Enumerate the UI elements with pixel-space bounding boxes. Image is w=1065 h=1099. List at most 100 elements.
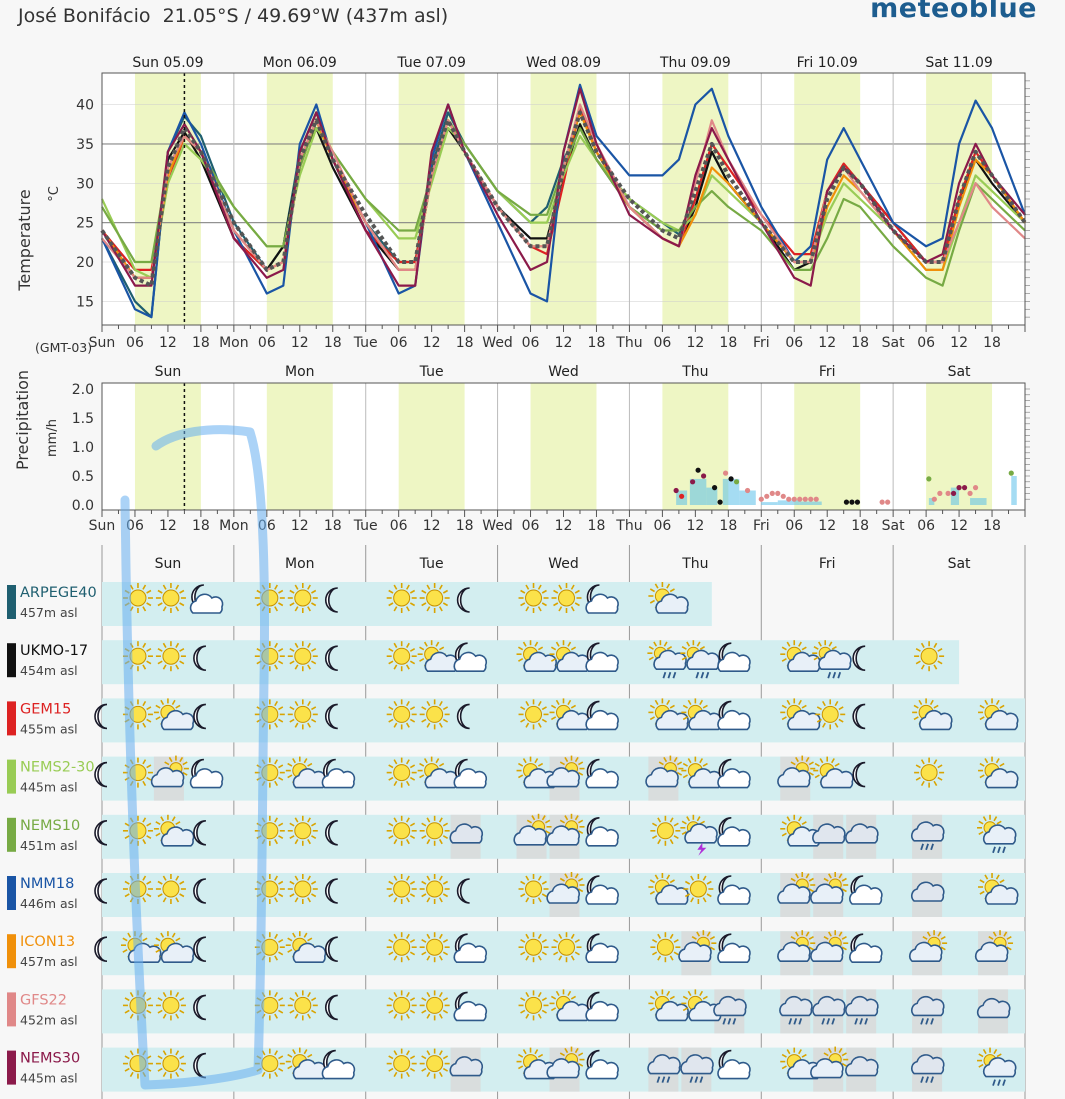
sun-ray [574, 951, 580, 956]
precip-point [937, 490, 943, 496]
sun-ray [274, 875, 279, 881]
moon-shape [324, 587, 338, 613]
weather-icon [678, 930, 717, 962]
sun-ray [831, 758, 835, 764]
sun-ray [801, 704, 807, 709]
sun-ray [550, 704, 557, 709]
sun-ray [175, 1050, 180, 1056]
sun-ray [405, 1013, 410, 1019]
sun-ray [808, 877, 814, 882]
sun-ray [393, 955, 398, 961]
cloud-shape [321, 1059, 356, 1080]
weather-icon [287, 699, 318, 730]
sun-ray [578, 888, 584, 893]
sun-ray [570, 584, 575, 590]
sun-ray [311, 1009, 317, 1014]
weather-icon [324, 878, 338, 904]
sun-ray [426, 722, 431, 728]
sun-disc [393, 938, 411, 956]
sun-ray [920, 642, 925, 648]
sun-ray [426, 1013, 431, 1019]
x-hour-label: 12 [686, 518, 704, 534]
sun-ray [292, 1049, 296, 1055]
sun-ray [525, 875, 530, 881]
cloud-shape [585, 768, 619, 789]
sun-ray [684, 893, 691, 898]
sun-ray [915, 764, 921, 769]
x-hour-label: 18 [456, 518, 474, 534]
cloud-shape [655, 709, 689, 731]
sun-ray [278, 776, 284, 781]
x-hour-label: 18 [719, 335, 737, 351]
model-color-bar [7, 701, 16, 736]
weather-icon [717, 875, 751, 905]
sun-ray [146, 822, 152, 827]
precip-point [764, 493, 770, 499]
sun-ray [681, 656, 687, 661]
weather-icon [324, 645, 338, 671]
weather-icon [650, 932, 681, 963]
y-axis-unit: °C [47, 186, 62, 202]
sun-ray [157, 602, 163, 607]
weather-icon [453, 933, 488, 963]
cloud-shape [974, 941, 1009, 962]
sun-ray [409, 764, 416, 769]
sun-ray [175, 937, 181, 942]
sun-ray [781, 704, 787, 709]
sun-ray [393, 897, 398, 903]
weather-icon [386, 990, 417, 1021]
sun-ray [278, 893, 284, 898]
sun-ray [570, 646, 577, 651]
sun-ray [558, 584, 563, 590]
sun-ray [553, 589, 559, 594]
sun-ray [696, 931, 701, 937]
sun-ray [162, 992, 167, 998]
cloud-shape [449, 1056, 484, 1077]
sun-ray [278, 660, 284, 665]
weather-icon [911, 1054, 945, 1083]
sun-ray [294, 875, 299, 881]
sun-ray [426, 606, 431, 612]
sun-ray [663, 641, 668, 647]
model-elevation: 454m asl [20, 663, 78, 678]
sun-ray [142, 722, 147, 728]
sun-ray [913, 716, 919, 721]
sun-ray [681, 820, 687, 825]
sun-ray [155, 704, 161, 709]
sun-ray [525, 701, 530, 707]
sun-ray [294, 839, 299, 845]
weather-icon [810, 1046, 849, 1079]
sun-ray [691, 936, 697, 940]
sun-ray [841, 1062, 847, 1067]
sun-ray [274, 780, 279, 786]
sun-ray [541, 893, 547, 898]
sun-ray [574, 815, 579, 821]
sun-ray [933, 759, 938, 765]
rain-drop [827, 671, 832, 679]
sun-ray [979, 704, 985, 709]
sun-ray [438, 992, 443, 998]
meteoblue-logo[interactable]: meteoblue [870, 0, 1037, 24]
model-name: NEMS30 [20, 1051, 80, 1067]
model-row: ARPEGE40 457m asl [7, 582, 712, 626]
sun-ray [157, 1009, 163, 1014]
sun-ray [155, 716, 161, 721]
x-hour-label: 12 [291, 518, 309, 534]
sun-ray [294, 606, 299, 612]
sun-ray [393, 992, 398, 998]
weather-icon [681, 989, 722, 1022]
sun-ray [838, 873, 843, 879]
moon-shape [94, 820, 108, 846]
sun-ray [795, 756, 799, 763]
sun-ray [409, 660, 416, 665]
model-row: NMM18 446m asl [7, 872, 1025, 917]
sun-ray [294, 817, 299, 823]
precip-point [733, 479, 740, 485]
weather-icon [287, 583, 318, 613]
sun-ray [537, 722, 542, 728]
model-row: NEMS10 451m asl [7, 813, 1025, 859]
sun-ray [274, 1050, 279, 1056]
cloud-shape [812, 823, 846, 844]
weather-icon [386, 699, 417, 730]
sun-ray [578, 1062, 584, 1067]
